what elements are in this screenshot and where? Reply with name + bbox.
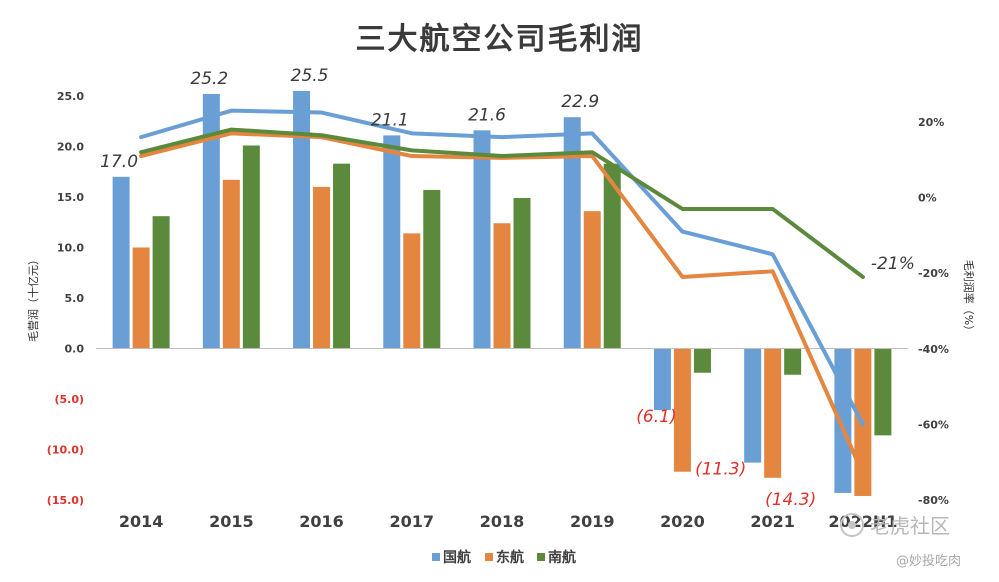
bar-国航-2021	[744, 348, 762, 463]
y2-axis-label: 毛利润率（%）	[962, 260, 976, 336]
bar-东航-2019	[583, 211, 601, 349]
bar-南航-2015	[242, 145, 260, 349]
data-label-2015: 25.2	[190, 69, 228, 89]
data-label-2018: 21.6	[468, 105, 506, 125]
x-tick-label: 2016	[299, 512, 344, 531]
y2-tick-label: -20%	[918, 267, 949, 280]
bars-layer	[112, 90, 892, 496]
y-tick-label: (5.0)	[54, 393, 84, 406]
data-label-2016: 25.5	[291, 66, 329, 86]
legend: 国航 东航 南航	[432, 549, 576, 566]
data-label-2021: (11.3)	[695, 460, 746, 480]
bar-南航-2022H1	[874, 348, 892, 436]
x-tick-label: 2021	[750, 512, 795, 531]
bar-东航-2017	[403, 233, 421, 349]
x-tick-label: 2019	[570, 512, 615, 531]
margin-line-国航	[139, 108, 865, 427]
legend-swatch-东航	[485, 553, 493, 561]
y-tick-label: 25.0	[57, 90, 84, 103]
bar-国航-2020	[653, 348, 671, 411]
data-label-2014: 17.0	[100, 152, 138, 172]
y-tick-label: 0.0	[65, 343, 85, 356]
bar-国航-2019	[563, 117, 581, 349]
legend-swatch-南航	[537, 553, 545, 561]
y-tick-label: (10.0)	[47, 444, 84, 457]
bar-国航-2017	[383, 135, 401, 349]
y-tick-label: 15.0	[57, 191, 84, 204]
bar-南航-2019	[603, 163, 621, 349]
bar-南航-2018	[513, 198, 531, 349]
y2-tick-label: -80%	[918, 494, 949, 507]
x-tick-label: 2017	[390, 512, 435, 531]
y-tick-label: (15.0)	[47, 494, 84, 507]
y-axis-label: 毛营润（十亿元）	[26, 254, 40, 342]
data-labels-layer: 17.0 25.2 25.5 21.1 21.6 22.9 (6.1) (11.3) (14.3…	[100, 66, 915, 510]
bar-国航-2022H1	[834, 348, 852, 493]
x-tick-label: 2015	[209, 512, 254, 531]
y-tick-label: 5.0	[65, 292, 85, 305]
legend-label-南航: 南航	[548, 549, 576, 566]
data-label-2017: 21.1	[371, 110, 409, 130]
x-tick-label: 2020	[660, 512, 705, 531]
chart-title: 三大航空公司毛利润	[355, 22, 644, 57]
ticks-layer: 25.0 20.0 15.0 10.0 5.0 0.0 (5.0) (10.0) (15.0) 2…	[47, 90, 949, 531]
bar-东航-2018	[493, 223, 511, 349]
data-label-2021: (14.3)	[765, 490, 816, 510]
margin-lines-layer	[139, 108, 865, 476]
bar-南航-2014	[152, 216, 170, 349]
y2-tick-label: 20%	[918, 116, 944, 129]
watermark-main: 老虎社区	[870, 514, 950, 538]
x-tick-label: 2018	[480, 512, 525, 531]
tiger-logo-icon	[840, 513, 864, 537]
data-label-2019: 22.9	[561, 92, 599, 112]
watermark-sub: @妙投吃肉	[896, 553, 961, 569]
data-label-2022H1: -21%	[871, 254, 915, 274]
y-tick-label: 20.0	[57, 141, 84, 154]
bar-南航-2021	[784, 348, 802, 375]
watermark: 老虎社区 @妙投吃肉	[840, 513, 961, 569]
bar-南航-2017	[423, 189, 441, 349]
bar-国航-2014	[112, 176, 130, 349]
bar-国航-2018	[473, 130, 491, 349]
x-tick-label: 2014	[119, 512, 164, 531]
bar-东航-2015	[222, 179, 240, 349]
bar-南航-2020	[693, 348, 711, 373]
bar-东航-2020	[673, 348, 691, 472]
bar-东航-2014	[132, 247, 150, 349]
bar-南航-2016	[333, 163, 351, 349]
margin-line-南航	[139, 127, 865, 279]
data-label-2020: (6.1)	[636, 407, 676, 427]
legend-label-东航: 东航	[496, 549, 524, 566]
y-tick-label: 10.0	[57, 242, 84, 255]
y2-tick-label: -60%	[918, 418, 949, 431]
legend-swatch-国航	[432, 553, 440, 561]
y2-tick-label: 0%	[918, 192, 937, 205]
bar-国航-2016	[293, 90, 311, 349]
y2-tick-label: -40%	[918, 343, 949, 356]
legend-label-国航: 国航	[443, 549, 471, 566]
bar-东航-2016	[313, 186, 331, 349]
bar-东航-2021	[764, 348, 782, 478]
bar-国航-2015	[202, 93, 220, 349]
